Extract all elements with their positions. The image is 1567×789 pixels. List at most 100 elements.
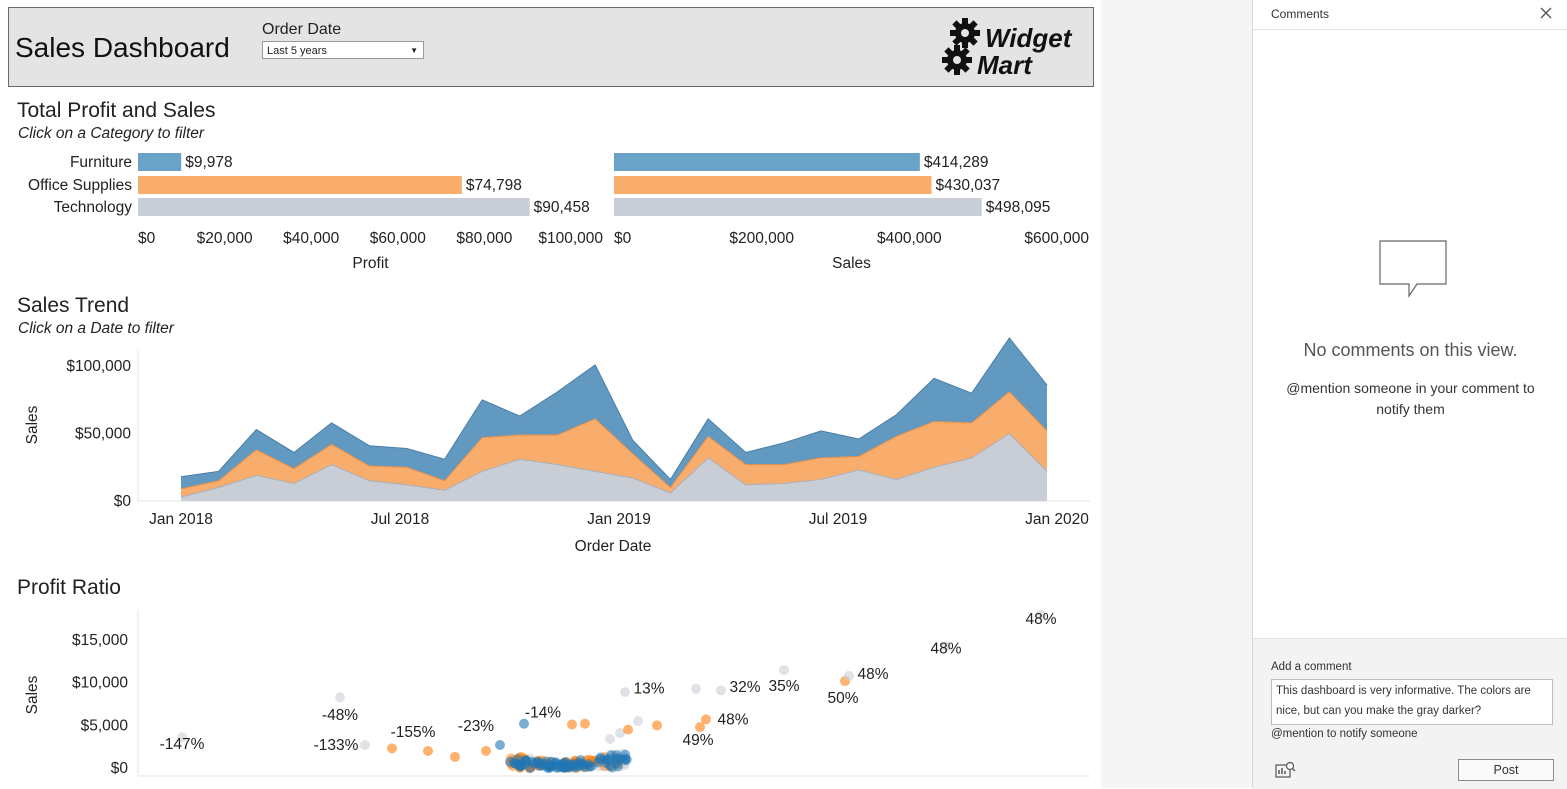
profit-bar-2 [138,198,530,216]
gear-icon [942,45,972,75]
profit-sales-bar-chart[interactable]: Furniture Office Supplies Technology $9,978… [0,0,1101,290]
scatter-point [605,734,615,745]
profit-ratio-annotation: 50% [827,690,858,707]
order-date-dropdown-value: Last 5 years [267,45,327,57]
scatter-point [691,683,701,694]
x-tick-label: $80,000 [456,230,512,247]
profit-value-label: $74,798 [466,177,522,194]
mention-hint: @mention to notify someone [1271,728,1418,740]
x-tick-label: Jan 2020 [1025,511,1089,528]
profit-ratio-annotation: -48% [322,707,358,724]
profit-ratio-annotation: 48% [930,641,961,658]
scatter-point [615,728,625,739]
x-tick-label: $0 [614,230,632,247]
sales-trend-title: Sales Trend [17,294,130,317]
scatter-point [505,756,516,767]
sales-bar-2 [614,198,982,216]
scatter-point [652,720,662,731]
y-tick-label: $50,000 [75,426,131,443]
category-label-technology: Technology [54,199,133,216]
x-tick-label: $100,000 [538,230,603,247]
comments-panel: Comments No comments on this view. @ment… [1252,0,1567,789]
scatter-point [716,685,726,696]
x-axis-title: Sales [832,255,871,272]
order-date-dropdown[interactable]: Last 5 years ▼ [262,41,424,59]
trend-area-furniture [181,337,1047,489]
scatter-point [620,687,630,698]
y-tick-label: $5,000 [81,717,129,734]
profit-bar-0 [138,153,182,171]
scatter-point [611,758,622,769]
profit-value-label: $9,978 [185,154,232,171]
scatter-point [519,718,529,729]
y-tick-label: $100,000 [66,358,131,375]
sales-trend-subtitle: Click on a Date to filter [18,320,174,337]
scatter-point [335,692,345,703]
sales-trend-area-chart[interactable]: $100,000 $50,000 $0 Jan 2018 Jul 2018 Jan 201… [0,330,1101,565]
widget-mart-logo: Widget Mart [942,18,1073,80]
scatter-point [844,670,854,681]
logo-text-mart: Mart [977,50,1033,80]
y-tick-label: $15,000 [72,632,128,649]
scatter-point [423,745,433,756]
scatter-point [534,758,545,769]
sales-bar-1 [614,176,932,194]
scatter-point [701,714,711,725]
profit-bar-1 [138,176,462,194]
category-label-office-supplies: Office Supplies [28,177,132,194]
comment-input[interactable]: This dashboard is very informative. The … [1271,679,1553,725]
profit-ratio-annotation: 32% [729,679,760,696]
scatter-point [556,759,567,770]
profit-sales-subtitle: Click on a Category to filter [18,125,205,142]
close-icon[interactable] [1538,5,1554,21]
x-tick-label: $0 [138,230,156,247]
x-tick-label: Jan 2019 [587,511,651,528]
profit-value-label: $90,458 [534,199,590,216]
scatter-point [546,756,557,767]
comment-composer: Add a comment This dashboard is very inf… [1253,638,1567,789]
trend-area-office-supplies [181,391,1047,497]
profit-ratio-annotation: 35% [768,678,799,695]
profit-ratio-annotation: 48% [717,711,748,728]
x-tick-label: $20,000 [197,230,253,247]
scatter-point [1036,609,1046,620]
y-tick-label: $10,000 [72,675,128,692]
scatter-point [450,751,460,762]
profit-ratio-annotation: -147% [160,736,205,753]
profit-ratio-title: Profit Ratio [17,576,121,599]
post-button[interactable]: Post [1458,759,1554,781]
x-axis-title: Order Date [575,538,652,555]
comments-panel-title: Comments [1271,7,1330,21]
x-tick-label: Jul 2019 [809,511,868,528]
snapshot-icon[interactable] [1275,761,1297,779]
scatter-point [495,739,505,750]
scatter-point [633,716,643,727]
sales-bar-0 [614,153,920,171]
dashboard-margin [1101,0,1252,788]
dashboard-header: Sales Dashboard Order Date Last 5 years … [8,7,1094,87]
scatter-point [515,759,526,770]
x-tick-label: $40,000 [283,230,339,247]
no-comments-text: @mention someone in your comment to noti… [1286,380,1535,417]
scatter-point [580,718,590,729]
profit-ratio-annotation: 48% [857,666,888,683]
scatter-point [525,762,536,773]
x-tick-label: Jan 2018 [149,511,213,528]
profit-ratio-annotation: -133% [314,737,359,754]
scatter-point [620,749,631,760]
scatter-point [605,750,616,761]
profit-ratio-annotation: -14% [525,705,561,722]
scatter-point [360,739,370,750]
add-comment-label: Add a comment [1271,661,1352,673]
profit-sales-title: Total Profit and Sales [17,99,216,122]
trend-line-office-supplies [180,391,1048,490]
x-tick-label: $400,000 [877,230,942,247]
scatter-point [695,722,705,733]
profit-ratio-annotation: 13% [633,681,664,698]
x-tick-label: Jul 2018 [371,511,430,528]
x-tick-label: $60,000 [370,230,426,247]
dropdown-arrow-icon: ▼ [410,46,418,55]
sales-value-label: $430,037 [936,177,1001,194]
profit-ratio-scatter-chart[interactable]: $15,000 $10,000 $5,000 $0 Sales 48% 48% 48% 50% 3… [0,600,1101,788]
trend-line-technology [180,432,1048,498]
